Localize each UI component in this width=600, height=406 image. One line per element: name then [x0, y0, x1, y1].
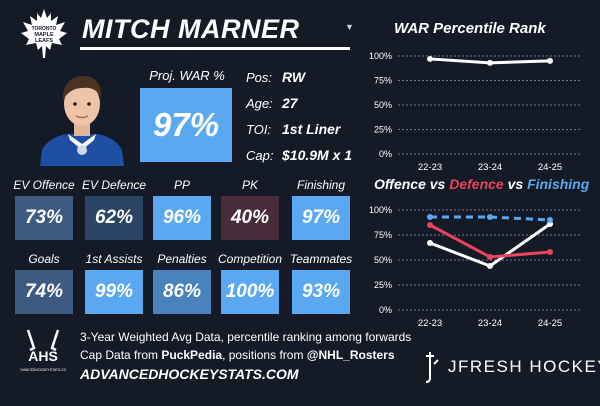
y-tick-label: 0%	[379, 305, 392, 315]
player-headshot	[38, 64, 126, 166]
pk-label: PK	[241, 178, 258, 192]
penalties-label: Penalties	[157, 252, 207, 266]
y-tick-label: 100%	[369, 205, 392, 215]
finishing-label: Finishing	[296, 178, 346, 192]
y-tick-label: 75%	[374, 76, 392, 86]
x-tick-label: 23-24	[478, 318, 502, 329]
teammates-label: Teammates	[289, 252, 353, 266]
ahs-logo-icon: AHS ADVANCEDHOCKEYSTATS.COM	[17, 328, 69, 376]
teammates-value: 93%	[292, 270, 350, 314]
x-tick-label: 24-25	[538, 318, 562, 329]
series-line	[429, 223, 551, 259]
y-tick-label: 25%	[374, 280, 392, 290]
goals-value: 74%	[15, 270, 73, 314]
x-tick-label: 24-25	[538, 162, 562, 172]
maple-leafs-logo-icon: TORONTO MAPLE LEAFS	[20, 8, 68, 60]
puckpedia-link[interactable]: PuckPedia	[161, 348, 223, 362]
brand-text: JFRESH HOCKEY	[448, 357, 600, 376]
y-tick-label: 50%	[374, 100, 392, 110]
svg-text:ADVANCEDHOCKEYSTATS.COM: ADVANCEDHOCKEYSTATS.COM	[20, 368, 66, 372]
data-point	[427, 240, 433, 246]
footnote-line1: 3-Year Weighted Avg Data, percentile ran…	[80, 330, 412, 344]
footnote-line2-mid: , positions from	[222, 348, 307, 362]
jfresh-hockey-logo-icon	[425, 352, 439, 383]
data-point	[547, 217, 553, 223]
ovd-chart-title: Offence vs Defence vs Finishing	[374, 176, 589, 192]
x-tick-label: 23-24	[478, 162, 502, 172]
pos-label: Pos:	[246, 70, 273, 85]
ev-offence-value: 73%	[15, 196, 73, 240]
logo-text-line1: TORONTO	[32, 26, 57, 32]
toi-value: 1st Liner	[282, 121, 341, 137]
svg-text:MAPLE: MAPLE	[34, 32, 54, 38]
title-defence: Defence	[449, 176, 504, 192]
nhl-rosters-link[interactable]: @NHL_Rosters	[306, 348, 395, 362]
penalties-value: 86%	[153, 270, 211, 314]
caret-down-icon[interactable]: ▼	[345, 22, 354, 32]
pk-value: 40%	[221, 196, 279, 240]
ev-defence-label: EV Defence	[82, 178, 147, 192]
first-assists-value: 99%	[85, 270, 143, 314]
toi-label: TOI:	[246, 122, 272, 137]
y-tick-label: 50%	[374, 255, 392, 265]
title-vs2: vs	[503, 176, 528, 192]
ev-defence-value: 62%	[85, 196, 143, 240]
footnote-line2-pre: Cap Data from	[80, 348, 162, 362]
pos-value: RW	[282, 69, 306, 85]
data-point	[427, 222, 433, 228]
data-point	[487, 254, 493, 260]
y-tick-label: 75%	[374, 230, 392, 240]
data-point	[547, 57, 553, 64]
pp-label: PP	[173, 178, 190, 192]
data-point	[427, 55, 433, 62]
y-tick-label: 25%	[374, 125, 392, 135]
proj-war-label: Proj. WAR %	[149, 68, 225, 83]
site-url-link[interactable]: ADVANCEDHOCKEYSTATS.COM	[80, 366, 299, 382]
svg-text:AHS: AHS	[28, 348, 58, 364]
goals-label: Goals	[28, 252, 60, 266]
name-underline	[80, 47, 350, 50]
offence-defence-finishing-chart: 100% 75% 50% 25% 0% 22-23 23-24 24-25	[369, 205, 582, 329]
footnote-line2: Cap Data from PuckPedia, positions from …	[80, 348, 395, 362]
proj-war-value: 97%	[140, 88, 232, 162]
title-vs1: vs	[425, 176, 450, 192]
x-tick-label: 22-23	[418, 162, 442, 172]
first-assists-label: 1st Assists	[85, 252, 143, 266]
title-offence: Offence	[374, 176, 426, 192]
svg-text:LEAFS: LEAFS	[35, 38, 53, 44]
war-percentile-chart: 100% 75% 50% 25% 0% 22-23 23-24 24-25	[369, 51, 582, 172]
data-point	[487, 59, 493, 66]
age-value: 27	[282, 95, 298, 111]
y-tick-label: 0%	[379, 149, 392, 159]
competition-value: 100%	[221, 270, 279, 314]
pp-value: 96%	[153, 196, 211, 240]
data-point	[427, 214, 433, 220]
x-tick-label: 22-23	[418, 318, 442, 329]
player-name: MITCH MARNER	[82, 14, 300, 44]
war-chart-title: WAR Percentile Rank	[394, 20, 546, 37]
competition-label: Competition	[218, 252, 283, 266]
title-finishing: Finishing	[527, 176, 590, 192]
data-point	[487, 263, 493, 269]
cap-label: Cap:	[246, 148, 274, 163]
y-tick-label: 100%	[369, 51, 392, 61]
finishing-value: 97%	[292, 196, 350, 240]
cap-value: $10.9M x 1	[282, 147, 353, 163]
age-label: Age:	[246, 96, 273, 111]
data-point	[547, 249, 553, 255]
ev-offence-label: EV Offence	[13, 178, 75, 192]
data-point	[487, 214, 493, 220]
